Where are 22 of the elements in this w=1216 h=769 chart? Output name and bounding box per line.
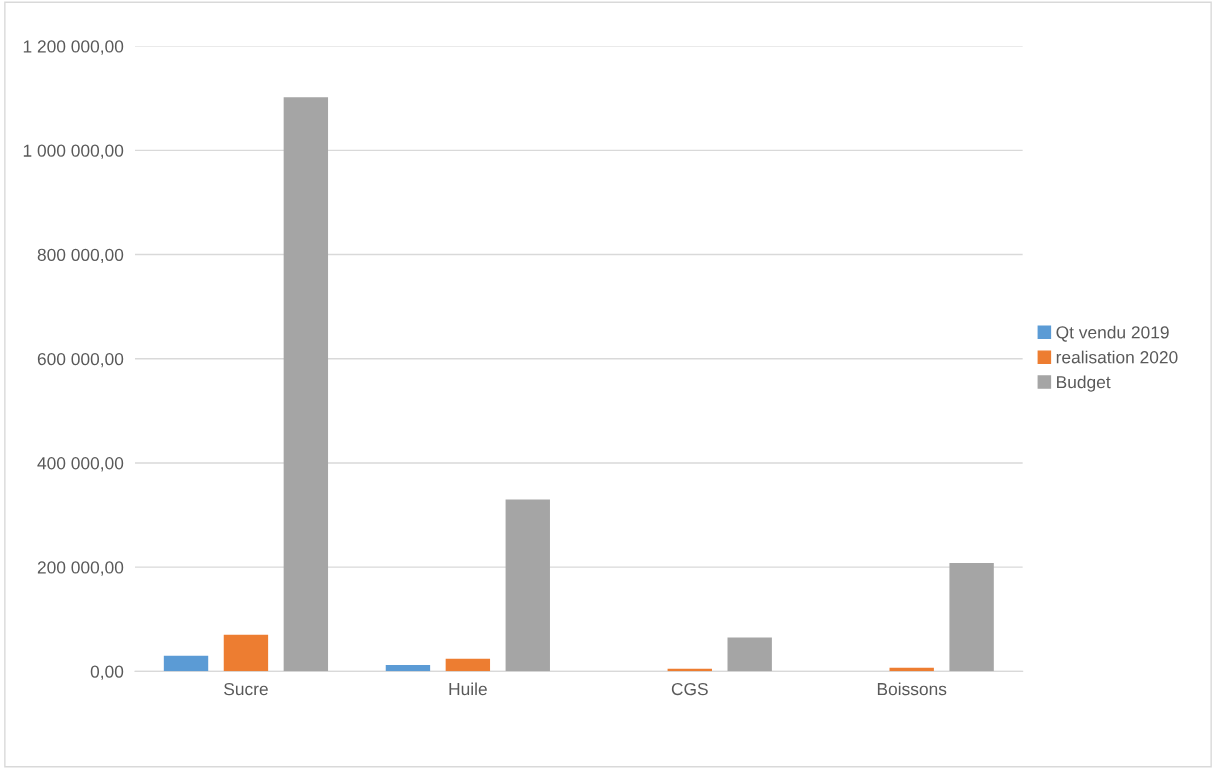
bar (223, 634, 269, 672)
bar (949, 562, 994, 672)
y-tick-label: 600 000,00 (37, 352, 124, 368)
bar (445, 658, 491, 672)
bar (385, 665, 431, 672)
y-tick-label: 400 000,00 (37, 457, 124, 472)
x-tick-label: Sucre (224, 682, 268, 696)
x-tick-label: Boissons (877, 682, 947, 696)
y-tick-label: 1 000 000,00 (23, 144, 124, 159)
legend-label: Budget (1057, 375, 1111, 392)
legend-label: realisation 2020 (1056, 350, 1178, 364)
y-tick-label: 1 200 000,00 (23, 40, 124, 55)
x-tick-label: CGS (671, 682, 708, 696)
bar (283, 97, 329, 672)
bar (505, 499, 550, 672)
bar (163, 655, 209, 672)
x-tick-label: Huile (449, 682, 487, 696)
y-tick-label: 200 000,00 (37, 561, 124, 576)
legend-label: Qt vendu 2019 (1056, 325, 1169, 342)
bar (727, 637, 772, 672)
y-tick-label: 800 000,00 (37, 248, 124, 264)
y-tick-label: 0,00 (90, 665, 124, 680)
